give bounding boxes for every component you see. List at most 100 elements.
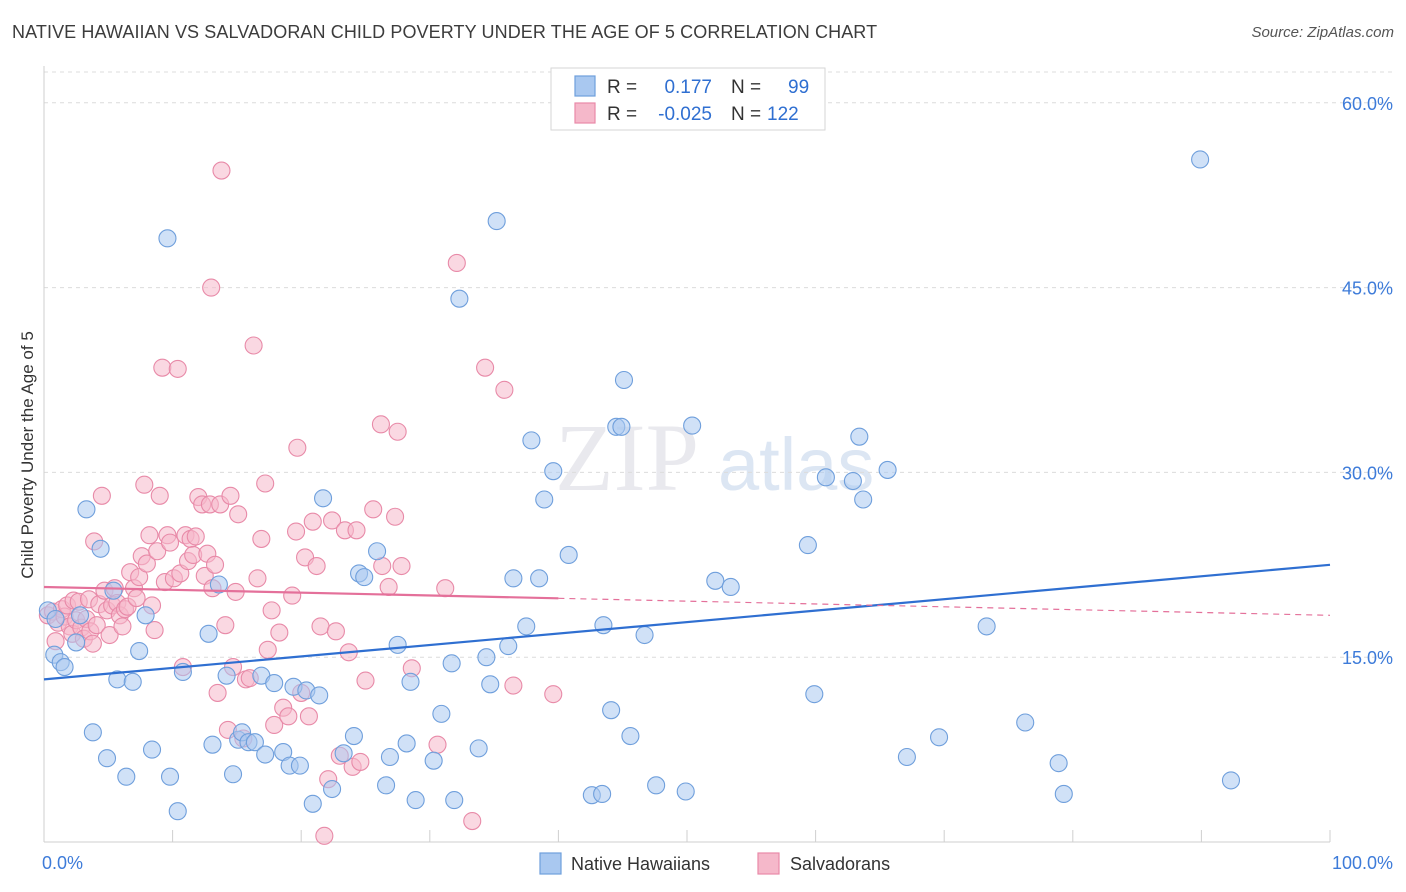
tick-labels: 15.0% 30.0% 45.0% 60.0% 0.0% 100.0% <box>42 94 1393 873</box>
series-label-native-hawaiians: Native Hawaiians <box>571 854 710 874</box>
native-hawaiians-point <box>168 802 187 821</box>
trend-line-native-hawaiians <box>43 563 1331 681</box>
native-hawaiians-point <box>77 500 96 519</box>
native-hawaiians-point <box>602 701 621 720</box>
legend-r-value-1: 0.177 <box>664 77 712 98</box>
salvadorans-point <box>504 676 523 695</box>
salvadorans-point <box>256 474 275 493</box>
salvadorans-point <box>307 556 326 576</box>
native-hawaiians-point <box>647 776 666 795</box>
salvadorans-point <box>544 685 563 704</box>
native-hawaiians-point <box>97 749 117 768</box>
salvadorans-point <box>326 622 345 641</box>
native-hawaiians-point <box>334 744 353 763</box>
x-tick-label-min: 0.0% <box>42 853 83 873</box>
watermark-atlas: atlas <box>718 423 874 506</box>
y-tick-label: 30.0% <box>1342 463 1393 483</box>
series-label-salvadorans: Salvadorans <box>790 854 890 874</box>
native-hawaiians-point <box>432 704 451 723</box>
native-hawaiians-point <box>530 569 549 588</box>
native-hawaiians-point <box>397 734 416 753</box>
salvadorans-point <box>303 512 322 531</box>
legend-swatch-blue <box>574 75 596 97</box>
native-hawaiians-point <box>245 733 264 752</box>
native-hawaiians-point <box>136 606 155 625</box>
y-tick-label: 15.0% <box>1342 648 1393 668</box>
native-hawaiians-point <box>897 747 916 767</box>
native-hawaiians-point <box>1191 150 1210 169</box>
native-hawaiians-point <box>355 568 374 587</box>
native-hawaiians-point <box>160 767 180 786</box>
salvadorans-point <box>388 422 407 441</box>
native-hawaiians-point <box>559 545 578 564</box>
legend-n-value-1: 99 <box>788 77 809 98</box>
native-hawaiians-point <box>91 539 110 558</box>
native-hawaiians-point <box>1049 754 1068 773</box>
native-hawaiians-point <box>401 672 420 691</box>
salvadorans-point <box>87 616 106 635</box>
salvadorans-point <box>130 568 149 587</box>
salvadorans-point <box>100 625 119 645</box>
native-hawaiians-point <box>290 756 309 775</box>
salvadorans-point <box>216 616 235 635</box>
legend-swatch-pink <box>574 102 596 124</box>
native-hawaiians-point <box>442 654 461 673</box>
salvadorans-point <box>212 161 231 180</box>
native-hawaiians-point <box>55 658 74 677</box>
salvadorans-point <box>150 486 169 505</box>
salvadorans-point <box>135 475 154 494</box>
native-hawaiians-point <box>816 468 835 487</box>
chart-title: NATIVE HAWAIIAN VS SALVADORAN CHILD POVE… <box>12 22 878 42</box>
native-hawaiians-point <box>323 779 342 799</box>
native-hawaiians-point <box>504 569 523 588</box>
legend-r-value-2: -0.025 <box>658 104 712 125</box>
native-hawaiians-point <box>117 767 136 786</box>
native-hawaiians-point <box>544 462 563 481</box>
native-hawaiians-point <box>344 726 363 746</box>
native-hawaiians-point <box>406 791 425 810</box>
series-swatch-salvadorans <box>757 852 780 875</box>
source-credit: Source: ZipAtlas.com <box>1251 24 1394 41</box>
salvadorans-point <box>113 617 132 636</box>
native-hawaiians-point <box>424 751 443 770</box>
salvadorans-point <box>137 554 156 573</box>
native-hawaiians-point <box>477 648 496 667</box>
native-hawaiians-point <box>104 581 123 600</box>
native-hawaiians-point <box>535 490 554 509</box>
trend-line-salvadorans <box>43 585 559 600</box>
y-tick-label: 60.0% <box>1342 94 1393 114</box>
legend-n-label-1: N = <box>731 77 761 98</box>
salvadorans-point <box>379 577 398 597</box>
native-hawaiians-point <box>314 489 333 508</box>
stats-legend-box <box>550 67 826 131</box>
native-hawaiians-point <box>612 417 631 436</box>
salvadorans-point <box>463 812 482 831</box>
native-hawaiians-point <box>614 370 634 390</box>
salvadorans-point <box>386 507 405 526</box>
native-hawaiians-point <box>1016 713 1035 732</box>
y-tick-label: 45.0% <box>1342 279 1393 299</box>
native-hawaiians-point <box>487 212 506 231</box>
series-legend: Native Hawaiians Salvadorans <box>539 852 890 875</box>
salvadorans-point <box>153 358 172 377</box>
native-hawaiians-point <box>850 427 869 446</box>
native-hawaiians-point <box>67 633 86 652</box>
native-hawaiians-point <box>380 747 399 767</box>
native-hawaiians-point <box>388 635 407 654</box>
salvadorans-point <box>83 634 102 653</box>
salvadorans-point <box>347 521 366 540</box>
salvadorans-point <box>351 752 370 771</box>
stats-legend: R = 0.177 N = 99 R = -0.025 N = 122 <box>550 67 826 131</box>
salvadorans-point <box>127 589 146 608</box>
native-hawaiians-point <box>123 672 142 691</box>
native-hawaiians-point <box>217 666 236 685</box>
native-hawaiians-point <box>621 726 640 746</box>
salvadorans-point <box>476 358 495 377</box>
salvadorans-point <box>436 579 455 598</box>
native-hawaiians-point <box>256 745 275 764</box>
salvadorans-point <box>252 529 271 548</box>
native-hawaiians-point <box>445 791 464 810</box>
series-swatch-native-hawaiians <box>539 852 562 875</box>
salvadorans-point <box>248 569 267 588</box>
